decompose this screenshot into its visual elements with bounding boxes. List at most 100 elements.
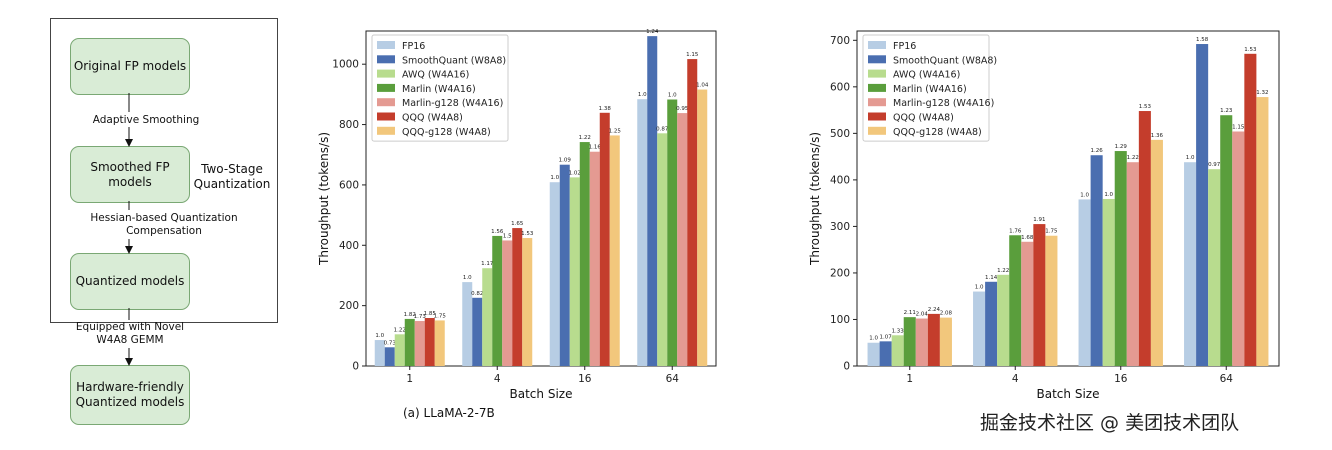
bar-data-label: 2.24: [928, 307, 941, 313]
bar: [1196, 44, 1209, 367]
y-tick-label: 600: [830, 81, 850, 93]
bar-data-label: 1.22: [579, 135, 591, 141]
bar: [569, 177, 580, 366]
bar-data-label: 1.38: [599, 106, 612, 112]
bar: [609, 135, 620, 366]
bar-data-label: 1.0: [869, 336, 878, 342]
flow-node-smoothed: Smoothed FP models: [70, 146, 190, 203]
legend-entry: SmoothQuant (W8A8): [893, 55, 997, 66]
bar: [1150, 139, 1163, 366]
flow-edge-label: Hessian-based Quantization Compensation: [90, 212, 238, 237]
bar: [879, 341, 892, 366]
bar: [891, 335, 904, 366]
y-axis-label: Throughput (tokens/s): [808, 132, 822, 266]
bar-data-label: 1.0: [463, 275, 472, 281]
bar: [394, 334, 405, 366]
bar: [1232, 131, 1245, 366]
bar: [647, 36, 658, 367]
y-tick-label: 300: [830, 221, 850, 233]
bar-data-label: 1.0: [668, 93, 677, 99]
bar: [1184, 162, 1197, 366]
bar: [1090, 155, 1103, 366]
bar-data-label: 1.68: [1021, 235, 1034, 241]
bar: [512, 228, 523, 366]
bar: [599, 112, 610, 366]
bar-data-label: 1.53: [521, 231, 534, 237]
bar-data-label: 1.02: [569, 170, 581, 176]
bar-data-label: 1.07: [880, 334, 893, 340]
y-tick-label: 200: [830, 267, 850, 279]
bar-data-label: 0.97: [1208, 162, 1221, 168]
bar: [462, 282, 473, 366]
bar-data-label: 1.5: [503, 233, 512, 239]
x-tick-label: 1: [406, 373, 413, 385]
bar-data-label: 1.36: [1151, 133, 1164, 139]
legend-swatch: [868, 55, 886, 64]
legend-entry: Marlin (W4A16): [402, 84, 476, 95]
bar: [1126, 162, 1139, 366]
bar-data-label: 0.82: [471, 291, 483, 297]
bar-data-label: 1.22: [1127, 155, 1139, 161]
bar: [867, 342, 880, 366]
bar: [985, 281, 998, 366]
y-tick-label: 0: [352, 361, 359, 373]
bar-data-label: 0.87: [656, 126, 669, 132]
bar: [559, 164, 570, 366]
y-axis-label: Throughput (tokens/s): [317, 132, 331, 266]
bar-data-label: 1.58: [1196, 37, 1209, 43]
y-tick-label: 800: [339, 119, 359, 131]
flow-node-label: Quantized models: [75, 274, 185, 288]
bar-data-label: 1.75: [1045, 229, 1058, 235]
bar: [1220, 115, 1233, 367]
bar-data-label: 1.65: [511, 221, 524, 227]
bar-data-label: 2.08: [940, 311, 953, 317]
legend-entry: AWQ (W4A16): [893, 70, 960, 81]
bar: [549, 182, 560, 366]
bar-data-label: 1.53: [1139, 104, 1152, 110]
y-tick-label: 1000: [332, 59, 359, 71]
two-stage-label: Two-Stage Quantization: [193, 162, 271, 191]
bar: [915, 318, 928, 366]
bar-data-label: 1.29: [1115, 144, 1128, 150]
y-tick-label: 400: [830, 174, 850, 186]
bar-data-label: 1.91: [1033, 217, 1045, 223]
bar: [927, 313, 940, 366]
bar: [657, 133, 668, 366]
legend-swatch: [377, 41, 395, 49]
bar: [1114, 151, 1127, 366]
bar: [1045, 235, 1058, 366]
x-axis-label: Batch Size: [510, 387, 573, 401]
legend-swatch: [377, 126, 395, 135]
bar-data-label: 1.23: [1220, 108, 1233, 114]
bar-data-label: 1.0: [375, 333, 384, 339]
bar-data-label: 0.95: [676, 106, 689, 112]
bar-data-label: 1.85: [424, 311, 437, 317]
legend-swatch: [868, 83, 886, 92]
plot-frame: [365, 30, 717, 367]
bar-data-label: 1.16: [589, 145, 602, 151]
y-tick-label: 400: [339, 240, 359, 252]
legend-entry: Marlin-g128 (W4A16): [893, 98, 994, 109]
bar: [502, 240, 513, 366]
bar: [997, 274, 1010, 366]
bar-data-label: 1.0: [975, 285, 984, 291]
y-tick-label: 0: [843, 361, 850, 373]
bar-data-label: 1.04: [696, 83, 709, 89]
x-tick-label: 64: [1220, 373, 1234, 385]
legend-swatch: [377, 83, 395, 92]
legend-swatch: [377, 69, 395, 78]
bar: [637, 99, 648, 366]
bar-data-label: 1.75: [434, 313, 447, 319]
bar: [522, 238, 533, 366]
flow-node-label: Hardware-friendly Quantized models: [75, 380, 185, 409]
bar: [482, 268, 493, 366]
y-tick-label: 200: [339, 300, 359, 312]
bar: [384, 347, 395, 366]
flow-node-original: Original FP models: [70, 38, 190, 95]
bar: [589, 151, 600, 366]
bar-data-label: 1.0: [550, 175, 559, 181]
bar: [697, 89, 708, 366]
bar: [1021, 241, 1034, 366]
bar: [1244, 53, 1257, 366]
bar: [1208, 169, 1221, 366]
